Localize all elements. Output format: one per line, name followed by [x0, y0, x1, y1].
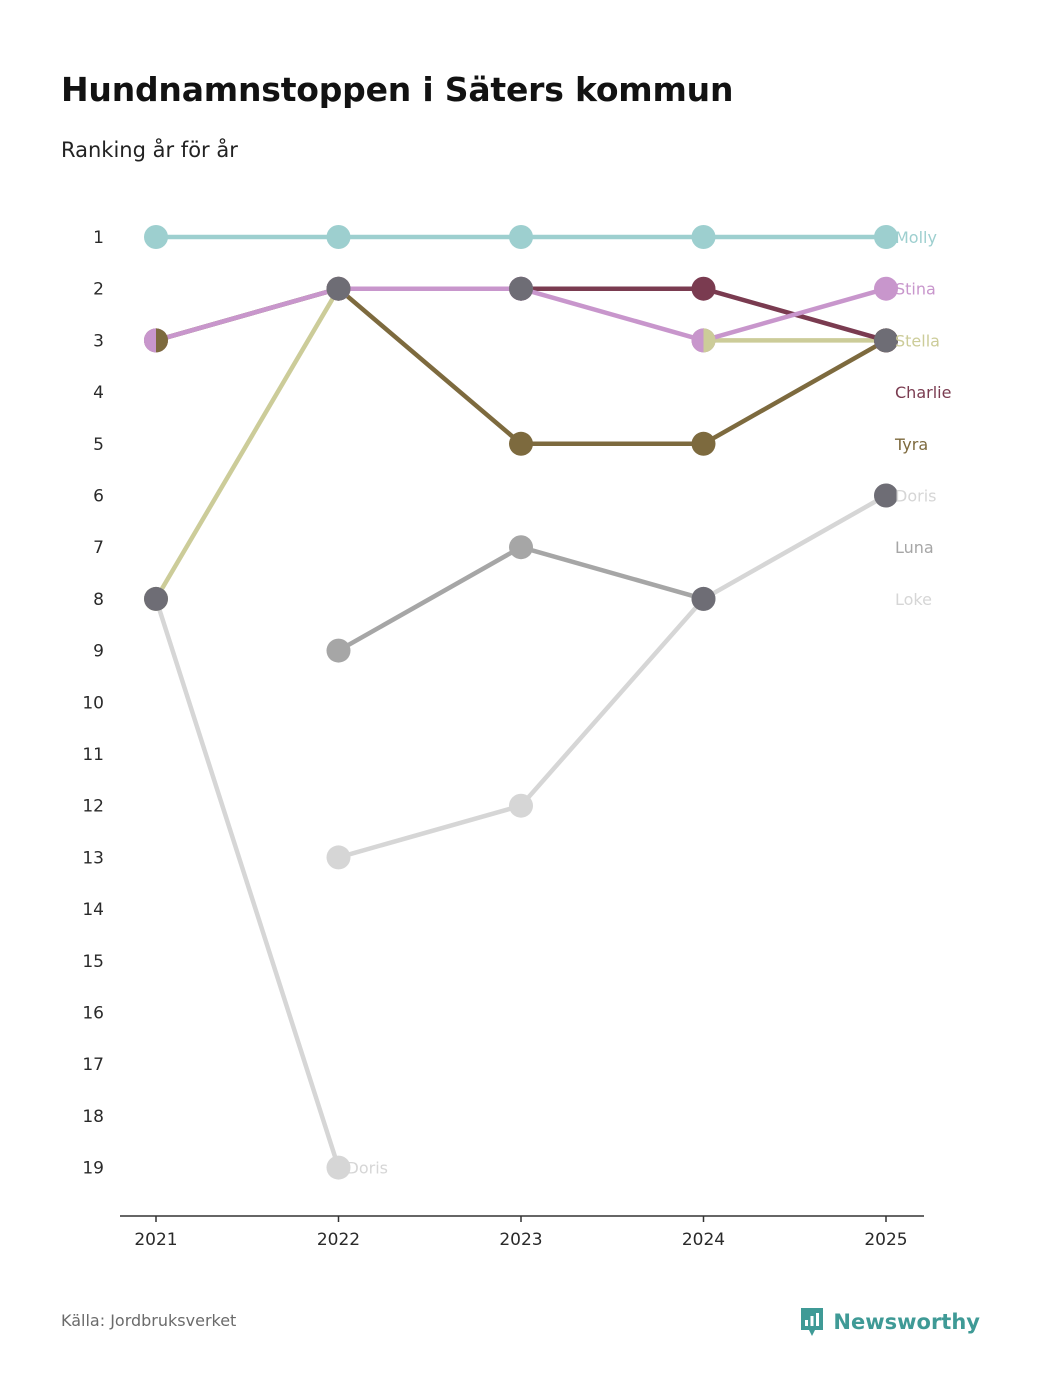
tie-point-2023-2	[509, 276, 533, 301]
tie-point-2025-6	[874, 483, 898, 508]
chart-title: Hundnamnstoppen i Säters kommun	[61, 70, 734, 109]
point-tyra-2024	[691, 431, 716, 456]
tie-point-half-stina	[144, 328, 156, 353]
chart-subtitle: Ranking år för år	[61, 138, 238, 162]
point-molly-2022	[326, 225, 351, 249]
brand-name: Newsworthy	[833, 1310, 980, 1334]
tie-point-2025-3	[874, 328, 898, 353]
y-tick-label: 2	[93, 280, 104, 300]
series-line-loke	[153, 596, 341, 1170]
point-molly-2024	[691, 225, 716, 249]
end-label-tyra: Tyra	[894, 435, 928, 454]
point-doris-2023	[509, 793, 533, 818]
x-tick-label: 2021	[134, 1230, 177, 1250]
y-tick-label: 4	[93, 383, 104, 403]
x-tick-label: 2025	[864, 1230, 907, 1250]
tie-point-2024-8	[691, 586, 716, 611]
y-tick-label: 19	[82, 1159, 104, 1179]
series-lines	[153, 234, 889, 1170]
y-tick-label: 16	[82, 1004, 104, 1024]
y-tick-label: 11	[82, 745, 104, 765]
y-tick-label: 10	[82, 693, 104, 713]
point-luna-2023	[509, 535, 533, 560]
y-tick-label: 17	[82, 1055, 104, 1075]
y-tick-label: 1	[93, 228, 104, 248]
y-tick-label: 14	[82, 900, 104, 920]
y-tick-label: 8	[93, 590, 104, 610]
end-label-loke: Loke	[895, 590, 932, 609]
point-molly-2023	[509, 225, 533, 249]
brand-logo: Newsworthy	[799, 1306, 980, 1338]
tie-point-half-stina	[691, 328, 704, 353]
y-tick-label: 18	[82, 1107, 104, 1127]
x-axis: 2021 2022 2023 2024 2025	[134, 1216, 908, 1250]
series-line-doris	[336, 493, 889, 860]
point-doris-2022	[326, 845, 351, 870]
end-labels: Molly Stina Stella Charlie Tyra Doris Luna Loke	[894, 228, 951, 609]
tie-point-2021-8	[144, 586, 168, 611]
y-tick-label: 6	[93, 487, 104, 507]
point-stina-2025	[874, 276, 898, 301]
y-tick-label: 13	[82, 848, 104, 868]
point-molly-2025	[874, 225, 898, 249]
annotation-label: Doris	[347, 1159, 388, 1178]
series-points	[144, 225, 898, 1180]
series-line-stella	[153, 286, 341, 602]
tie-point-half-tyra	[156, 328, 168, 353]
y-tick-label: 3	[93, 331, 104, 351]
tie-point-2022-2	[326, 276, 351, 301]
y-tick-label: 5	[93, 435, 104, 455]
point-charlie-2024	[691, 276, 716, 301]
x-tick-label: 2023	[499, 1230, 542, 1250]
x-tick-label: 2024	[682, 1230, 725, 1250]
end-label-stella: Stella	[895, 331, 940, 350]
tie-point-half-stella	[703, 328, 716, 353]
end-label-charlie: Charlie	[895, 383, 951, 402]
y-tick-label: 12	[82, 797, 104, 817]
chart-annotations: Doris	[347, 1159, 388, 1178]
x-tick-label: 2022	[317, 1230, 360, 1250]
series-line-tyra	[153, 286, 889, 447]
end-label-molly: Molly	[895, 228, 937, 247]
y-tick-label: 7	[93, 538, 104, 558]
point-molly-2021	[144, 225, 168, 249]
point-loke-2022	[326, 1155, 351, 1180]
end-label-doris: Doris	[895, 487, 936, 506]
point-tyra-2023	[509, 431, 533, 456]
end-label-luna: Luna	[895, 538, 934, 557]
point-luna-2022	[326, 638, 351, 663]
y-tick-label: 15	[82, 952, 104, 972]
series-line-luna	[336, 544, 706, 653]
newsworthy-icon	[801, 1308, 824, 1336]
end-label-stina: Stina	[895, 280, 936, 299]
source-note: Källa: Jordbruksverket	[61, 1311, 237, 1330]
y-tick-label: 9	[93, 642, 104, 662]
